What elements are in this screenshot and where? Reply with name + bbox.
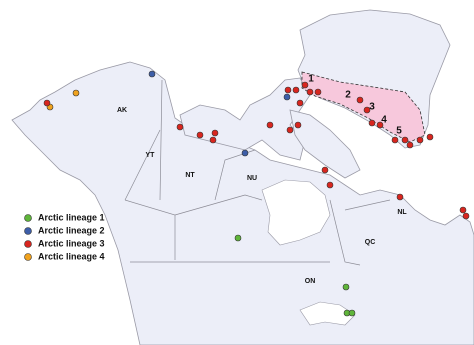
mainland: [11, 61, 474, 345]
sample-site: [462, 212, 470, 220]
zone-label: 3: [369, 102, 375, 113]
sample-site: [43, 99, 51, 107]
sample-site: [284, 86, 292, 94]
legend-marker: [24, 253, 32, 261]
sample-site: [342, 283, 350, 291]
sample-site: [176, 123, 184, 131]
sample-site: [368, 119, 376, 127]
sample-site: [326, 181, 334, 189]
legend-marker: [24, 227, 32, 235]
sample-site: [209, 136, 217, 144]
region-label: ON: [305, 278, 316, 285]
legend-label: Arctic lineage 1: [38, 212, 105, 222]
sample-site: [314, 88, 322, 96]
zone-label: 2: [345, 90, 351, 101]
sample-site: [148, 70, 156, 78]
sample-site: [241, 149, 249, 157]
zone-label: 5: [396, 126, 402, 137]
legend-marker: [24, 240, 32, 248]
great-lakes: [299, 301, 356, 326]
sample-site: [306, 88, 314, 96]
legend-label: Arctic lineage 2: [38, 225, 105, 235]
sample-site: [363, 106, 371, 114]
borders: [124, 79, 391, 266]
legend-label: Arctic lineage 3: [38, 238, 105, 248]
sample-site: [348, 309, 356, 317]
sample-site: [294, 121, 302, 129]
sample-site: [292, 86, 300, 94]
sample-site: [401, 136, 409, 144]
region-label: NT: [185, 172, 195, 179]
sample-site: [286, 126, 294, 134]
zone-label: 4: [381, 115, 387, 126]
sample-site: [234, 234, 242, 242]
legend: Arctic lineage 1 Arctic lineage 2 Arctic l…: [24, 212, 105, 261]
sample-site: [72, 89, 80, 97]
sample-site: [356, 96, 364, 104]
region-label: AK: [117, 107, 127, 114]
baffin-island: [289, 109, 361, 179]
region-label: NU: [247, 175, 257, 182]
sample-site: [196, 131, 204, 139]
sample-site: [211, 129, 219, 137]
sample-site: [391, 136, 399, 144]
sample-site: [296, 99, 304, 107]
sample-site: [426, 133, 434, 141]
region-label: YT: [146, 152, 156, 159]
sample-site: [406, 141, 414, 149]
sample-site: [266, 121, 274, 129]
sample-site: [321, 166, 329, 174]
sample-site: [376, 121, 384, 129]
sample-site: [396, 193, 404, 201]
sample-site: [459, 206, 467, 214]
legend-marker: [24, 214, 32, 222]
region-label: NL: [397, 209, 407, 216]
zone-label: 1: [308, 74, 314, 85]
sample-site: [283, 93, 291, 101]
sites: [43, 70, 470, 317]
hudson-bay: [261, 179, 331, 246]
sample-site: [301, 81, 309, 89]
legend-label: Arctic lineage 4: [38, 251, 105, 261]
sample-site: [416, 136, 424, 144]
region-label: QC: [365, 239, 376, 246]
